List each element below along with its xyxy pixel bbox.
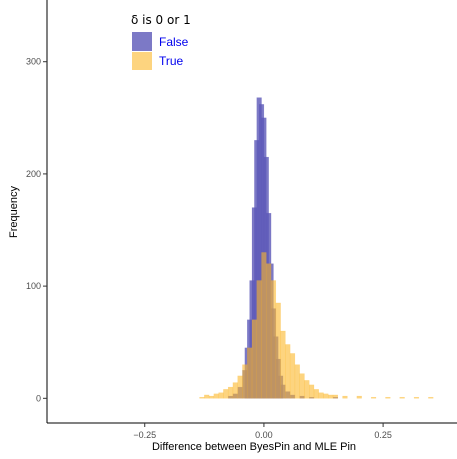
bar-true-19	[289, 353, 296, 399]
bar-true-35	[428, 396, 434, 399]
bar-true-17	[280, 330, 286, 399]
bar-true-25	[318, 392, 324, 399]
bar-true-0	[199, 396, 205, 399]
bar-true-32	[385, 396, 391, 399]
bar-true-9	[242, 364, 248, 399]
bar-true-21	[299, 373, 305, 399]
bar-true-13	[261, 252, 267, 399]
bar-true-7	[232, 382, 238, 399]
bar-true-29	[342, 395, 348, 399]
x-tick-label-0: −0.25	[133, 430, 156, 440]
bar-true-16	[275, 302, 281, 399]
y-axis-ticks: 0 100 200 300	[26, 57, 47, 403]
bar-true-22	[304, 380, 310, 399]
y-tick-label-2: 200	[26, 169, 41, 179]
legend-label-false: False	[159, 35, 189, 49]
bar-true-20	[294, 364, 300, 399]
bar-true-30	[356, 395, 362, 399]
bar-true-27	[328, 394, 334, 399]
x-tick-label-2: 0.25	[374, 430, 392, 440]
bar-true-23	[309, 384, 315, 399]
bar-true-34	[413, 396, 420, 399]
y-tick-label-0: 0	[36, 393, 41, 403]
bar-true-28	[332, 394, 339, 399]
bar-true-5	[223, 389, 229, 399]
bar-true-1	[204, 394, 210, 399]
bar-true-3	[213, 393, 219, 399]
bar-true-24	[313, 389, 319, 399]
x-axis-ticks: −0.25 0.00 0.25	[133, 423, 392, 440]
bar-true-2	[208, 395, 215, 399]
bar-true-33	[399, 396, 405, 399]
bar-true-10	[247, 347, 253, 399]
bar-true-12	[256, 280, 262, 399]
bar-true-11	[251, 319, 257, 399]
y-tick-label-3: 300	[26, 57, 41, 67]
legend-key-true	[132, 52, 152, 70]
y-axis-title: Frequency	[8, 186, 20, 238]
legend-label-true: True	[159, 54, 184, 68]
bar-true-18	[285, 344, 291, 399]
x-axis-title: Difference between ByesPin and MLE Pin	[152, 441, 356, 453]
bar-true-4	[218, 392, 224, 399]
bar-true-26	[323, 393, 329, 399]
bar-true-8	[237, 375, 243, 399]
bar-true-6	[227, 386, 234, 399]
legend-key-false	[132, 32, 152, 51]
bar-true-14	[266, 263, 272, 399]
bar-true-31	[370, 396, 377, 399]
y-tick-label-1: 100	[26, 281, 41, 291]
bar-true-15	[270, 280, 277, 399]
x-tick-label-1: 0.00	[255, 430, 273, 440]
legend: δ is 0 or 1 False True	[131, 13, 191, 70]
histogram-bars	[199, 97, 434, 399]
legend-title: δ is 0 or 1	[131, 13, 191, 27]
